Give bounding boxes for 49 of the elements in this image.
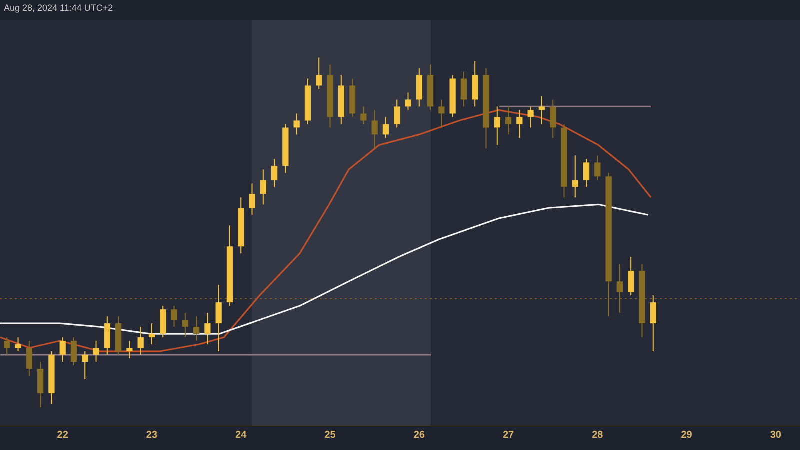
- candlestick: [193, 316, 200, 342]
- candlestick: [271, 158, 278, 188]
- candlestick: [583, 158, 590, 188]
- candlestick: [360, 106, 367, 125]
- candlestick: [70, 337, 78, 366]
- candlestick: [216, 284, 222, 352]
- candlestick: [616, 264, 624, 314]
- candlestick: [382, 116, 390, 139]
- candlestick: [26, 340, 32, 376]
- x-tick-label: 25: [324, 430, 336, 441]
- candlestick: [182, 312, 188, 338]
- candlestick: [294, 113, 300, 136]
- candlestick: [60, 337, 66, 363]
- candlestick: [204, 312, 211, 346]
- candlestick: [82, 351, 88, 380]
- candlestick: [505, 106, 512, 136]
- candlestick: [628, 256, 634, 296]
- x-tick-label: 23: [146, 430, 158, 441]
- x-tick-label: 22: [57, 430, 69, 441]
- candlestick: [171, 306, 178, 328]
- candlestick: [528, 106, 534, 128]
- candlestick: [260, 169, 266, 206]
- x-tick-label: 26: [414, 430, 426, 441]
- candlestick: [572, 155, 578, 198]
- candlestick: [15, 337, 22, 352]
- x-tick-label: 29: [681, 430, 693, 441]
- candlestick: [4, 337, 10, 356]
- candlestick: [594, 155, 601, 181]
- x-tick-label: 28: [592, 430, 604, 441]
- candlestick: [516, 110, 523, 139]
- candlestick: [650, 295, 656, 352]
- candlestick: [460, 71, 468, 108]
- text: Aug 28, 2024 11:44 UTC+2: [4, 3, 114, 13]
- candlestick: [148, 323, 156, 346]
- x-tick-label: 27: [502, 430, 515, 441]
- candlestick: [394, 99, 400, 128]
- candlestick: [138, 326, 144, 356]
- candlestick: [126, 340, 133, 360]
- candlestick: [405, 92, 412, 111]
- candlestick: [316, 57, 322, 90]
- candlestick: [249, 183, 256, 216]
- x-tick-label: 30: [770, 430, 782, 441]
- candlestick: [372, 110, 378, 150]
- x-tick-label: 24: [236, 430, 248, 441]
- candlestick: [550, 99, 556, 139]
- candlestick: [494, 106, 500, 146]
- candlestick: [93, 340, 100, 363]
- candlestick: [438, 99, 445, 128]
- candlestick: [538, 96, 546, 125]
